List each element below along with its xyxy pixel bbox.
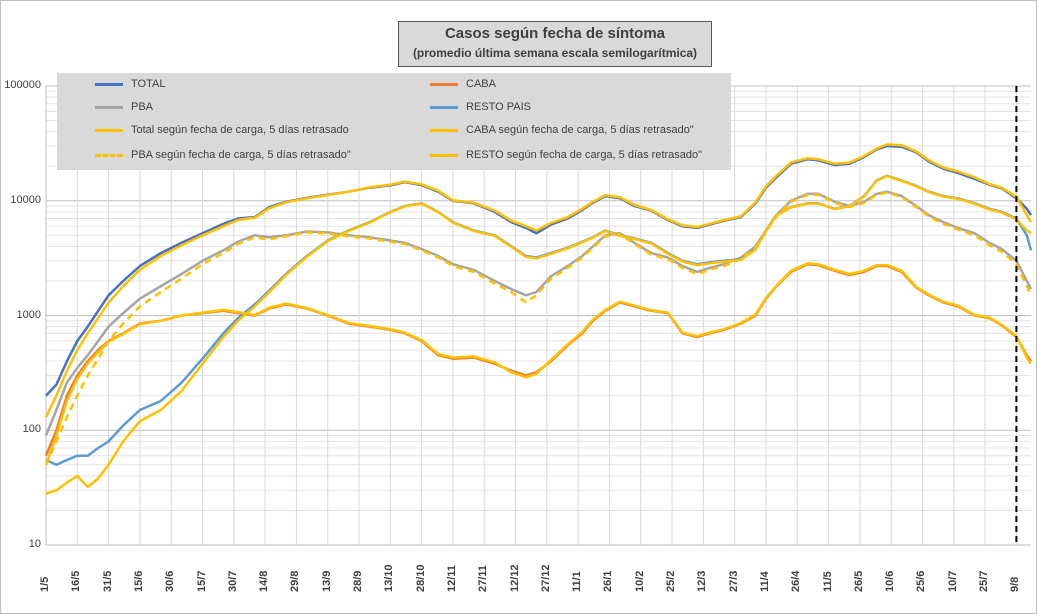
x-tick-label: 12/11	[445, 565, 458, 592]
x-tick-label: 1/5	[39, 576, 51, 592]
legend-label-pba: PBA	[131, 101, 154, 114]
legend-item-pba: PBA	[95, 101, 153, 113]
y-tick-label: 100000	[4, 79, 41, 91]
legend-swatch-caba	[430, 82, 458, 86]
series-line-caba	[44, 262, 1033, 457]
legend-swatch-total-carga	[95, 128, 123, 132]
legend-swatch-resto	[430, 105, 458, 109]
x-tick-label: 11/4	[758, 571, 771, 592]
legend-label-total-carga: Total según fecha de carga, 5 días retra…	[131, 124, 349, 137]
chart-title-box: Casos según fecha de síntoma (promedio ú…	[398, 21, 712, 67]
legend-swatch-resto-carga	[430, 153, 458, 157]
x-tick-label: 28/9	[352, 570, 365, 592]
legend-label-caba-carga: CABA según fecha de carga, 5 días retras…	[466, 124, 694, 137]
legend-item-total-carga: Total según fecha de carga, 5 días retra…	[95, 124, 349, 136]
x-tick-label: 15/7	[195, 570, 208, 592]
x-tick-label: 29/8	[289, 570, 302, 592]
legend-item-caba-carga: CABA según fecha de carga, 5 días retras…	[430, 124, 694, 136]
x-tick-label: 27/11	[477, 565, 490, 592]
y-tick-label: 100	[22, 423, 41, 436]
x-tick-label: 11/5	[821, 571, 834, 592]
legend-swatch-pba	[95, 105, 123, 109]
x-tick-label: 27/3	[727, 570, 740, 592]
x-tick-label: 13/10	[383, 564, 396, 592]
x-tick-label: 15/6	[132, 570, 145, 592]
legend-item-pba-carga: PBA según fecha de carga, 5 días retrasa…	[95, 149, 351, 161]
y-tick-label: 1000	[16, 308, 41, 321]
x-tick-label: 10/7	[946, 570, 959, 592]
x-tick-label: 26/4	[790, 570, 803, 592]
x-tick-label: 25/2	[665, 570, 678, 592]
x-tick-label: 12/12	[508, 564, 521, 592]
x-tick-label: 10/2	[633, 570, 646, 592]
series-lines	[44, 143, 1033, 495]
legend-swatch-total	[95, 82, 123, 86]
y-tick-label: 10000	[10, 193, 41, 206]
series-line-total	[45, 144, 1033, 397]
x-tick-label: 25/7	[978, 570, 991, 592]
legend: TOTAL CABA PBA RESTO PAIS Total según fe…	[57, 73, 731, 170]
legend-label-caba: CABA	[466, 78, 496, 91]
series-line-caba-carga	[44, 262, 1033, 466]
x-tick-label: 14/8	[258, 570, 271, 592]
series-line-total-carga	[44, 143, 1033, 418]
legend-label-resto-carga: RESTO según fecha de carga, 5 días retra…	[466, 149, 703, 162]
series-line-pba	[44, 190, 1033, 436]
chart-title: Casos según fecha de síntoma	[444, 25, 666, 42]
legend-item-caba: CABA	[430, 78, 496, 90]
legend-item-total: TOTAL	[95, 78, 165, 90]
chart-subtitle: (promedio última semana escala semilogar…	[412, 46, 698, 60]
x-tick-label: 26/1	[602, 570, 615, 592]
legend-swatch-caba-carga	[430, 128, 458, 132]
x-tick-label: 9/8	[1009, 576, 1022, 592]
x-tick-label: 13/9	[320, 570, 333, 592]
legend-item-resto: RESTO PAIS	[430, 101, 531, 113]
x-tick-label: 10/6	[884, 570, 897, 592]
x-tick-label: 16/5	[70, 570, 83, 592]
legend-item-resto-carga: RESTO según fecha de carga, 5 días retra…	[430, 149, 702, 161]
legend-label-total: TOTAL	[131, 78, 166, 91]
x-tick-label: 25/6	[915, 570, 928, 592]
series-line-resto-carga	[45, 174, 1032, 495]
legend-label-pba-carga: PBA según fecha de carga, 5 días retrasa…	[131, 149, 351, 162]
x-tick-label: 27/12	[539, 564, 552, 592]
x-tick-label: 28/10	[414, 564, 427, 592]
x-tick-label: 11/1	[571, 571, 584, 592]
x-tick-label: 31/5	[101, 570, 114, 592]
gridlines	[45, 85, 1031, 546]
x-tick-label: 30/6	[164, 570, 177, 592]
x-tick-label: 26/5	[852, 570, 865, 592]
x-tick-label: 30/7	[226, 570, 239, 592]
y-tick-label: 10	[28, 538, 41, 550]
x-tick-label: 12/3	[696, 570, 709, 592]
legend-swatch-pba-carga	[95, 153, 123, 157]
legend-label-resto: RESTO PAIS	[466, 101, 532, 114]
